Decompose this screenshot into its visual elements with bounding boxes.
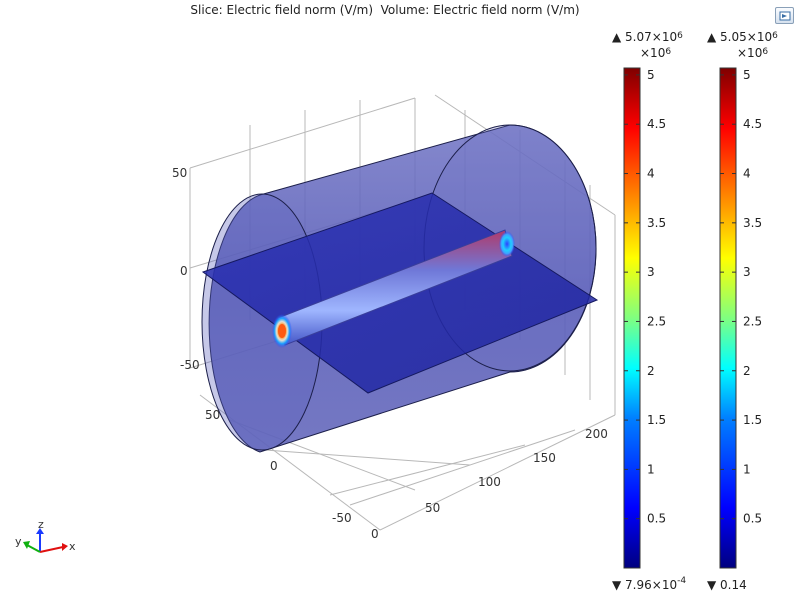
colorbar-tick-label: 1 xyxy=(647,462,655,476)
x-tick-label: 150 xyxy=(533,451,556,465)
triad-x-label: x xyxy=(69,540,76,553)
colorbar-tick-label: 2 xyxy=(743,364,751,378)
z-tick-label: 50 xyxy=(172,166,187,180)
axis-triad: z x y xyxy=(15,518,76,553)
slice-colorbar: 5 4.5 4 3.5 3 2.5 2 1.5 1 0.5 xyxy=(623,67,666,569)
view-toggle-button[interactable] xyxy=(775,7,794,24)
colorbar-tick-label: 0.5 xyxy=(647,512,666,526)
colorbar-tick-label: 1 xyxy=(743,462,751,476)
slice-colorbar-min-label: ▼ 7.96×10-4 xyxy=(612,576,687,592)
volume-colorbar-min-label: ▼ 0.14 xyxy=(707,578,747,592)
triad-z-label: z xyxy=(38,518,44,531)
y-tick-label: 0 xyxy=(270,459,278,473)
toolbar-icon xyxy=(779,11,790,20)
slice-colorbar-max-label: ▲ 5.07×106 xyxy=(612,30,683,44)
z-tick-label: -50 xyxy=(180,358,200,372)
colorbar-tick-label: 4 xyxy=(647,167,655,181)
x-tick-label: 100 xyxy=(478,475,501,489)
colorbar-tick-label: 1.5 xyxy=(743,413,762,427)
plot-title: Slice: Electric field norm (V/m) Volume:… xyxy=(190,3,580,17)
colorbar-tick-label: 4.5 xyxy=(647,117,666,131)
x-tick-label: 50 xyxy=(425,501,440,515)
colorbar-tick-label: 4 xyxy=(743,167,751,181)
volume-colorbar-max-label: ▲ 5.05×106 xyxy=(707,30,778,44)
y-tick-label: 50 xyxy=(205,408,220,422)
colorbar-tick-label: 2 xyxy=(647,364,655,378)
inner-conductor xyxy=(272,229,515,348)
volume-colorbar: 5 4.5 4 3.5 3 2.5 2 1.5 1 0.5 xyxy=(719,67,762,569)
triad-y-label: y xyxy=(15,535,22,548)
colorbar-tick-label: 3.5 xyxy=(743,216,762,230)
colorbar-tick-label: 5 xyxy=(647,68,655,82)
x-tick-label: 0 xyxy=(371,527,379,541)
y-tick-label: -50 xyxy=(332,511,352,525)
colorbar-tick-label: 0.5 xyxy=(743,512,762,526)
colorbar-tick-label: 4.5 xyxy=(743,117,762,131)
colorbar-tick-label: 3.5 xyxy=(647,216,666,230)
colorbar-tick-label: 1.5 xyxy=(647,413,666,427)
z-tick-label: 0 xyxy=(180,264,188,278)
colorbar-tick-label: 3 xyxy=(647,265,655,279)
colorbar-tick-label: 2.5 xyxy=(647,314,666,328)
slice-colorbar-multiplier: ×106 xyxy=(640,46,672,60)
colorbar-tick-label: 3 xyxy=(743,265,751,279)
x-tick-label: 200 xyxy=(585,427,608,441)
colorbar-tick-label: 2.5 xyxy=(743,314,762,328)
colorbar-tick-label: 5 xyxy=(743,68,751,82)
volume-colorbar-multiplier: ×106 xyxy=(737,46,769,60)
